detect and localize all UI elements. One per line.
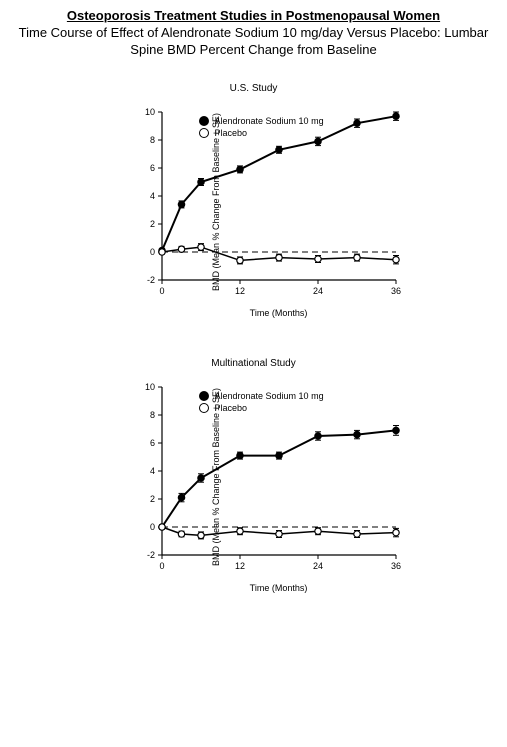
header: Osteoporosis Treatment Studies in Postme… bbox=[0, 0, 507, 63]
data-marker bbox=[197, 244, 203, 250]
data-marker bbox=[392, 529, 398, 535]
series-line bbox=[162, 430, 396, 527]
data-marker bbox=[275, 452, 281, 458]
page-subtitle: Time Course of Effect of Alendronate Sod… bbox=[10, 25, 497, 59]
plot-area: BMD (Mean % Change From Baseline ± SE) -… bbox=[134, 102, 424, 302]
legend-item-alendronate: Alendronate Sodium 10 mg bbox=[199, 116, 324, 126]
ytick-label: 0 bbox=[149, 522, 154, 532]
data-marker bbox=[178, 494, 184, 500]
chart-0: U.S. Study BMD (Mean % Change From Basel… bbox=[84, 83, 424, 318]
legend-item-placebo: Placebo bbox=[199, 403, 324, 413]
open-circle-icon bbox=[199, 128, 209, 138]
ytick-label: 6 bbox=[149, 163, 154, 173]
data-marker bbox=[275, 531, 281, 537]
plot-area: BMD (Mean % Change From Baseline ± SE) -… bbox=[134, 377, 424, 577]
page-title: Osteoporosis Treatment Studies in Postme… bbox=[10, 8, 497, 23]
xtick-label: 36 bbox=[390, 286, 400, 296]
open-circle-icon bbox=[199, 403, 209, 413]
filled-circle-icon bbox=[199, 391, 209, 401]
data-marker bbox=[353, 120, 359, 126]
ytick-label: 2 bbox=[149, 494, 154, 504]
data-marker bbox=[392, 256, 398, 262]
ytick-label: 0 bbox=[149, 247, 154, 257]
legend: Alendronate Sodium 10 mg Placebo bbox=[199, 391, 324, 415]
xtick-label: 36 bbox=[390, 561, 400, 571]
xtick-label: 12 bbox=[234, 561, 244, 571]
data-marker bbox=[314, 528, 320, 534]
data-marker bbox=[236, 166, 242, 172]
ytick-label: 8 bbox=[149, 135, 154, 145]
data-marker bbox=[158, 249, 164, 255]
ytick-label: 6 bbox=[149, 438, 154, 448]
ytick-label: 4 bbox=[149, 191, 154, 201]
data-marker bbox=[275, 254, 281, 260]
x-axis-label: Time (Months) bbox=[134, 583, 424, 593]
xtick-label: 0 bbox=[159, 561, 164, 571]
charts-container: U.S. Study BMD (Mean % Change From Basel… bbox=[0, 83, 507, 593]
data-marker bbox=[197, 475, 203, 481]
data-marker bbox=[236, 452, 242, 458]
data-marker bbox=[314, 433, 320, 439]
data-marker bbox=[353, 531, 359, 537]
data-marker bbox=[236, 257, 242, 263]
ytick-label: 4 bbox=[149, 466, 154, 476]
data-marker bbox=[353, 254, 359, 260]
ytick-label: 10 bbox=[144, 382, 154, 392]
data-marker bbox=[275, 146, 281, 152]
data-marker bbox=[236, 528, 242, 534]
data-marker bbox=[353, 431, 359, 437]
xtick-label: 0 bbox=[159, 286, 164, 296]
chart-title: Multinational Study bbox=[84, 358, 424, 369]
ytick-label: -2 bbox=[146, 275, 154, 285]
ytick-label: 2 bbox=[149, 219, 154, 229]
data-marker bbox=[158, 524, 164, 530]
filled-circle-icon bbox=[199, 116, 209, 126]
xtick-label: 24 bbox=[312, 561, 322, 571]
data-marker bbox=[197, 179, 203, 185]
data-marker bbox=[178, 531, 184, 537]
data-marker bbox=[178, 201, 184, 207]
ytick-label: -2 bbox=[146, 550, 154, 560]
legend-label: Placebo bbox=[215, 403, 248, 413]
xtick-label: 24 bbox=[312, 286, 322, 296]
legend-label: Placebo bbox=[215, 128, 248, 138]
legend-label: Alendronate Sodium 10 mg bbox=[215, 116, 324, 126]
chart-1: Multinational Study BMD (Mean % Change F… bbox=[84, 358, 424, 593]
data-marker bbox=[197, 532, 203, 538]
data-marker bbox=[178, 246, 184, 252]
ytick-label: 10 bbox=[144, 107, 154, 117]
ytick-label: 8 bbox=[149, 410, 154, 420]
legend-item-placebo: Placebo bbox=[199, 128, 324, 138]
data-marker bbox=[392, 113, 398, 119]
chart-title: U.S. Study bbox=[84, 83, 424, 94]
data-marker bbox=[314, 256, 320, 262]
x-axis-label: Time (Months) bbox=[134, 308, 424, 318]
data-marker bbox=[392, 427, 398, 433]
legend: Alendronate Sodium 10 mg Placebo bbox=[199, 116, 324, 140]
xtick-label: 12 bbox=[234, 286, 244, 296]
legend-label: Alendronate Sodium 10 mg bbox=[215, 391, 324, 401]
legend-item-alendronate: Alendronate Sodium 10 mg bbox=[199, 391, 324, 401]
